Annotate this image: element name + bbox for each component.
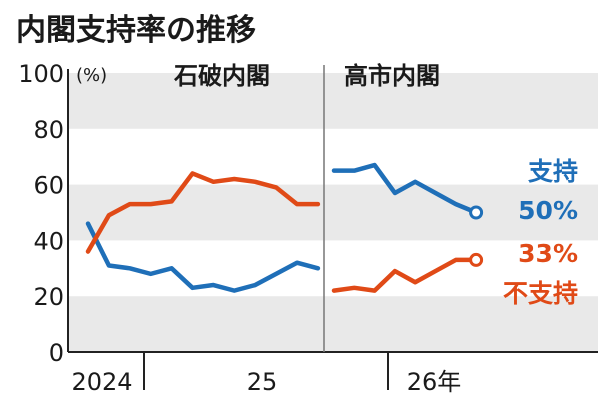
nonsupport-value: 33% bbox=[518, 239, 578, 268]
support-label: 支持 bbox=[528, 157, 578, 186]
y-axis-ticks: 0 20 40 60 80 100 bbox=[18, 60, 64, 367]
y-tick-label: 80 bbox=[33, 116, 64, 144]
x-axis-label: 25 bbox=[247, 368, 278, 396]
series-line-support-ishiba bbox=[85, 221, 321, 293]
y-tick-label: 60 bbox=[33, 172, 64, 200]
era-label: 高市内閣 bbox=[344, 62, 440, 90]
series-end-marker-support bbox=[469, 205, 484, 220]
nonsupport-label: 不支持 bbox=[503, 279, 578, 308]
series-end-marker-nonsupport bbox=[469, 252, 484, 267]
y-tick-label: 40 bbox=[33, 227, 64, 255]
x-axis-label: 26年 bbox=[407, 368, 462, 396]
series-lines bbox=[85, 162, 484, 293]
grid-band bbox=[68, 296, 598, 352]
grid-band bbox=[68, 73, 598, 129]
y-tick-label: 100 bbox=[18, 60, 64, 88]
y-tick-label: 0 bbox=[49, 339, 64, 367]
grid-bands bbox=[68, 73, 598, 352]
x-axis-label: 2024 bbox=[71, 368, 132, 396]
series-line-support-takaichi bbox=[331, 162, 479, 215]
axes bbox=[67, 65, 598, 390]
series-line-nonsupport-ishiba bbox=[85, 171, 321, 254]
chart-title: 内閣支持率の推移 bbox=[16, 13, 256, 48]
series-line-nonsupport-takaichi bbox=[331, 257, 479, 293]
y-tick-label: 20 bbox=[33, 283, 64, 311]
support-value: 50% bbox=[518, 196, 578, 225]
series-end-labels: 支持 50% 33% 不支持 bbox=[503, 157, 578, 308]
grid-band bbox=[68, 184, 598, 241]
era-label: 石破内閣 bbox=[173, 62, 270, 90]
era-labels: 石破内閣 高市内閣 bbox=[173, 62, 440, 90]
x-axis-labels: 2024 25 26年 bbox=[71, 368, 461, 396]
y-axis-unit: (%) bbox=[76, 65, 107, 86]
